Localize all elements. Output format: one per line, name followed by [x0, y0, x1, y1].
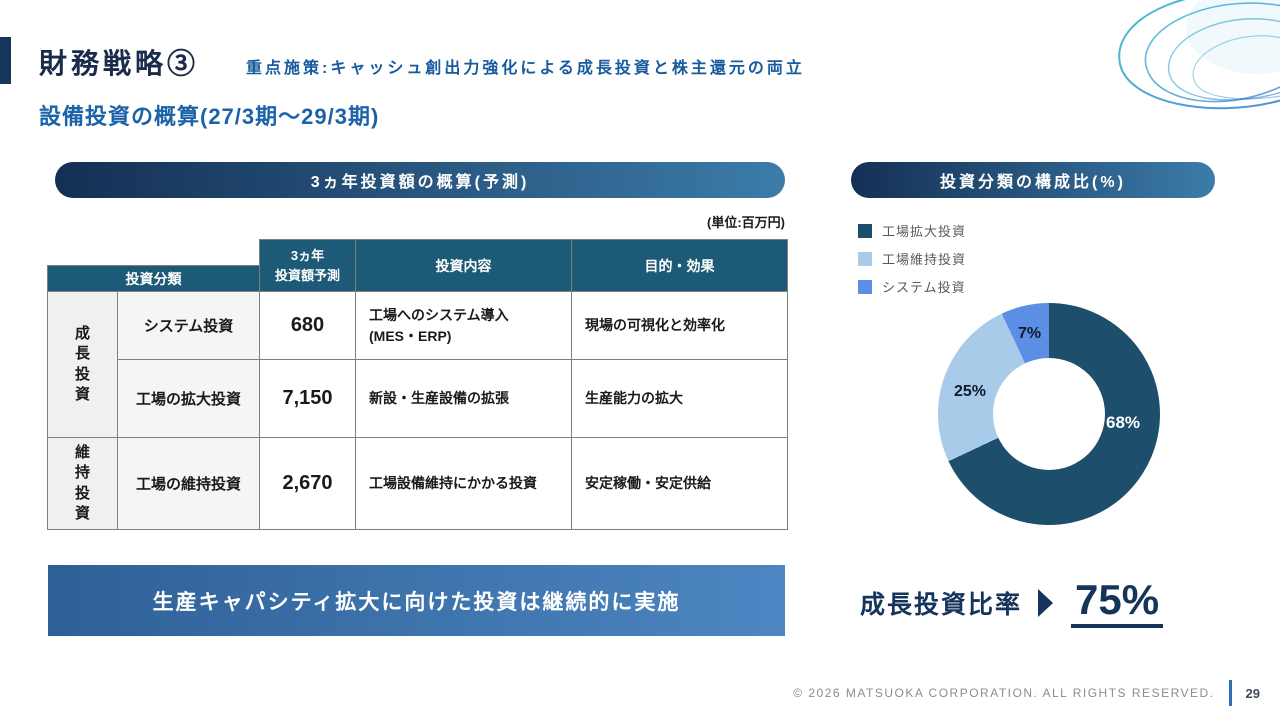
table-row-amount: 2,670: [259, 437, 356, 530]
copyright-text: © 2026 MATSUOKA CORPORATION. ALL RIGHTS …: [793, 686, 1215, 700]
investment-table: 投資分類 3ヵ年 投資額予測 投資内容 目的・効果 成長投資 システム投資 68…: [47, 239, 788, 530]
legend-label: 工場維持投資: [882, 252, 967, 267]
donut-chart-area: 68% 25% 7%: [938, 303, 1160, 525]
page-number: 29: [1245, 685, 1260, 701]
legend-item: 工場維持投資: [858, 249, 966, 268]
col-header-amount-line2: 投資額予測: [274, 267, 340, 283]
group-label-growth: 成長投資: [74, 325, 90, 403]
group-label-maintain: 維持投資: [74, 444, 90, 522]
legend-swatch-system: [858, 279, 872, 294]
page-subtitle: 重点施策:キャッシュ創出力強化による成長投資と株主還元の両立: [246, 60, 805, 77]
chart-legend: 工場拡大投資 工場維持投資 システム投資: [858, 221, 966, 305]
table-row-category: システム投資: [117, 291, 260, 360]
col-header-content: 投資内容: [355, 239, 572, 292]
table-row-amount: 7,150: [259, 359, 356, 438]
legend-item: システム投資: [858, 277, 966, 296]
table-row-purpose: 生産能力の拡大: [571, 359, 788, 438]
col-header-amount-line1: 3ヵ年: [290, 248, 325, 263]
table-pill-header: 3ヵ年投資額の概算(予測): [55, 162, 785, 198]
footer-divider: [1228, 680, 1232, 706]
growth-ratio-callout: 成長投資比率 75%: [860, 577, 1164, 629]
table-row-category: 工場の拡大投資: [117, 359, 260, 438]
legend-label: システム投資: [882, 280, 966, 295]
group-cell-maintain: 維持投資: [47, 437, 118, 530]
chart-pill-header: 投資分類の構成比(%): [851, 162, 1215, 198]
col-header-purpose: 目的・効果: [571, 239, 788, 292]
donut-hole: [993, 358, 1105, 470]
table-row-amount: 680: [259, 291, 356, 360]
slice-label-maintenance: 25%: [954, 383, 987, 400]
arrow-right-icon: [1038, 589, 1054, 618]
unit-note: (単位:百万円): [707, 215, 785, 230]
table-row-purpose: 現場の可視化と効率化: [571, 291, 788, 360]
table-row-content: 工場設備維持にかかる投資: [355, 437, 572, 530]
col-header-amount: 3ヵ年 投資額予測: [259, 239, 356, 292]
section-title: 設備投資の概算(27/3期〜29/3期): [39, 104, 380, 129]
table-row-content: 新設・生産設備の拡張: [355, 359, 572, 438]
table-row-purpose: 安定稼働・安定供給: [571, 437, 788, 530]
legend-item: 工場拡大投資: [858, 221, 966, 240]
legend-label: 工場拡大投資: [882, 224, 967, 239]
growth-ratio-label: 成長投資比率: [860, 591, 1023, 620]
footer: © 2026 MATSUOKA CORPORATION. ALL RIGHTS …: [793, 680, 1260, 706]
group-cell-growth: 成長投資: [47, 291, 118, 438]
col-header-category: 投資分類: [47, 265, 260, 292]
summary-banner: 生産キャパシティ拡大に向けた投資は継続的に実施: [48, 565, 785, 636]
slice-label-system: 7%: [1018, 325, 1042, 342]
slice-label-expansion: 68%: [1106, 413, 1141, 432]
title-accent-bar: [0, 37, 11, 84]
growth-ratio-value: 75%: [1071, 577, 1164, 629]
legend-swatch-expansion: [858, 223, 872, 238]
table-row-category: 工場の維持投資: [117, 437, 260, 530]
legend-swatch-maintenance: [858, 251, 872, 266]
page-title: 財務戦略③: [39, 48, 200, 79]
table-row-content: 工場へのシステム導入 (MES・ERP): [355, 291, 572, 360]
decorative-swirl-graphic: [1118, 0, 1280, 110]
